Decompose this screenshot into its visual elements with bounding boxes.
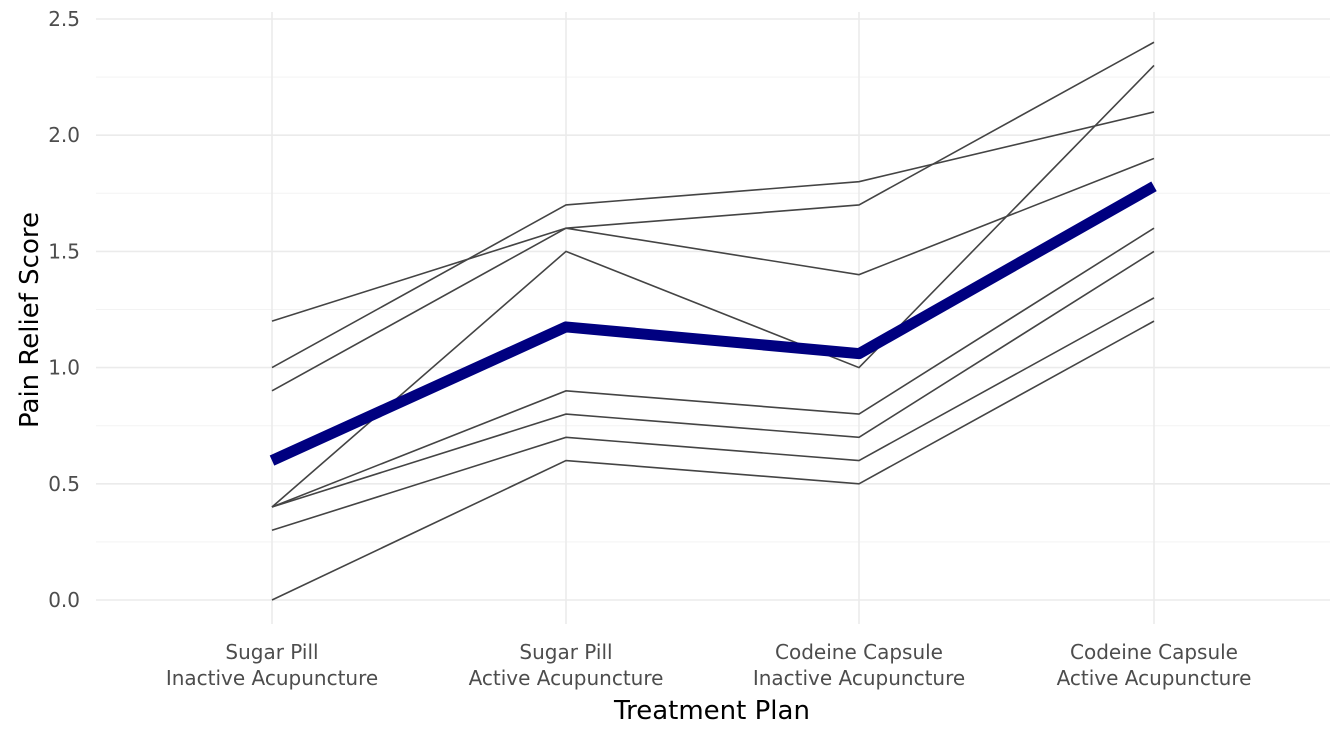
y-tick-label: 0.5: [48, 472, 80, 496]
series-line-7: [271, 111, 1155, 369]
y-tick-label: 2.0: [48, 123, 80, 147]
y-tick-label: 1.0: [48, 356, 80, 380]
series-line-4: [271, 227, 1155, 508]
x-tick-label: Inactive Acupuncture: [166, 666, 378, 690]
x-tick-label: Inactive Acupuncture: [753, 666, 965, 690]
y-tick-label: 0.0: [48, 588, 80, 612]
y-tick-label: 1.5: [48, 239, 80, 263]
series-line-3: [271, 250, 1155, 508]
x-tick-label: Codeine Capsule: [775, 640, 943, 664]
x-axis-title: Treatment Plan: [613, 696, 810, 726]
series-line-5: [271, 64, 1155, 508]
x-tick-label: Sugar Pill: [225, 640, 318, 664]
y-tick-label: 2.5: [48, 7, 80, 31]
individual-series-lines: [271, 41, 1155, 601]
mean-line: [269, 181, 1157, 466]
x-tick-label: Codeine Capsule: [1070, 640, 1238, 664]
mean-series-line: [269, 181, 1157, 466]
y-axis-ticks: 0.0 0.5 1.0 1.5 2.0 2.5: [48, 7, 80, 612]
x-tick-label: Sugar Pill: [519, 640, 612, 664]
series-line-2: [271, 297, 1155, 532]
grid: [96, 12, 1330, 624]
series-line-1: [271, 320, 1155, 601]
series-line-6: [271, 157, 1155, 392]
x-tick-label: Active Acupuncture: [1057, 666, 1252, 690]
series-line-8: [271, 41, 1155, 322]
x-tick-label: Active Acupuncture: [469, 666, 664, 690]
y-axis-title: Pain Relief Score: [15, 212, 45, 428]
